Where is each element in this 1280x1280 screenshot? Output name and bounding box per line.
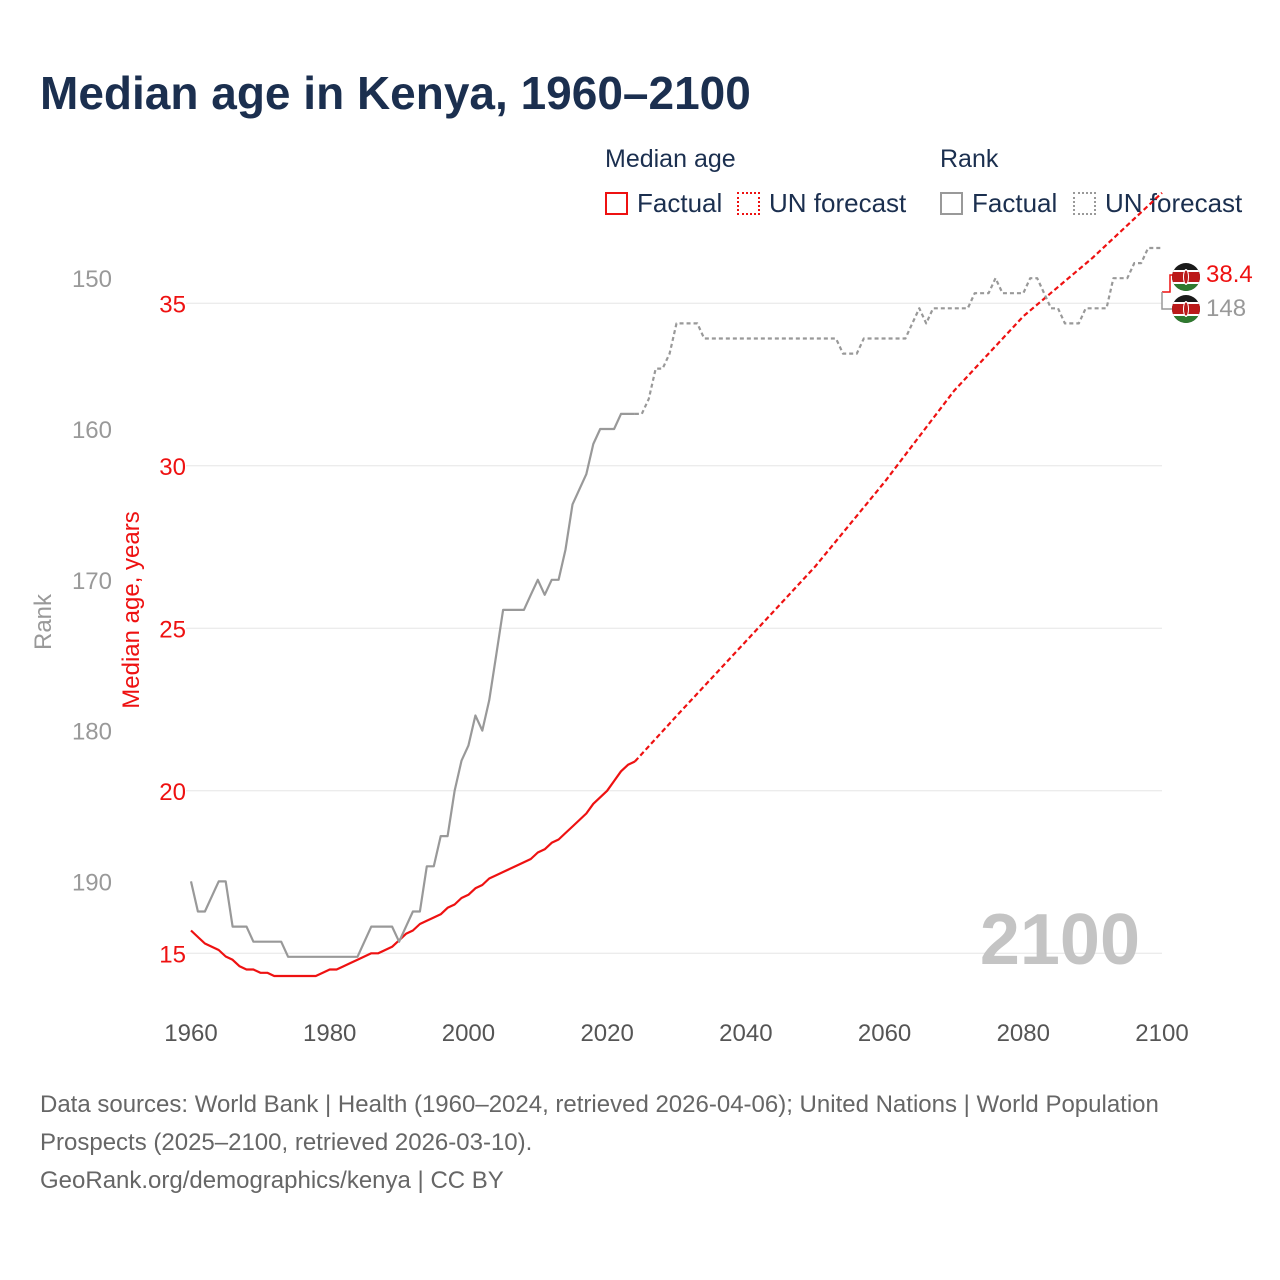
legend-swatch-median-forecast	[737, 192, 760, 215]
rank-end-label: 148	[1206, 295, 1246, 322]
legend-rank-factual-label: Factual	[972, 188, 1058, 218]
rank-tick-label: 160	[72, 417, 112, 444]
median-tick-label: 15	[159, 941, 186, 968]
legend-swatch-median-factual	[605, 192, 628, 215]
rank-forecast-line	[634, 246, 1162, 415]
legend-swatch-rank-factual	[940, 192, 963, 215]
kenya-flag-icon	[1172, 263, 1200, 291]
x-tick-label: 2100	[1135, 1020, 1188, 1047]
data-sources: Data sources: World Bank | Health (1960–…	[40, 1091, 1159, 1156]
credit-link[interactable]: GeoRank.org/demographics/kenya | CC BY	[40, 1167, 504, 1194]
rank-tick-label: 170	[72, 568, 112, 595]
rank-tick-label: 190	[72, 869, 112, 896]
rank-factual-line	[189, 412, 635, 958]
legend-median-factual-label: Factual	[637, 188, 723, 218]
kenya-flag-icon	[1172, 295, 1200, 323]
rank-tick-label: 150	[72, 266, 112, 293]
legend-rank-forecast[interactable]: UN forecast	[1073, 188, 1242, 219]
legend-rank-factual[interactable]: Factual	[940, 188, 1057, 219]
chart-title: Median age in Kenya, 1960–2100	[40, 67, 751, 119]
legend-median-header: Median age	[605, 145, 736, 173]
legend-median-factual[interactable]: Factual	[605, 188, 722, 219]
legend-swatch-rank-forecast	[1073, 192, 1096, 215]
x-tick-label: 2080	[997, 1020, 1050, 1047]
x-tick-label: 1960	[164, 1020, 217, 1047]
x-tick-label: 2020	[580, 1020, 633, 1047]
legend-median-forecast[interactable]: UN forecast	[737, 188, 906, 219]
year-watermark: 2100	[980, 900, 1140, 980]
median-tick-label: 25	[159, 616, 186, 643]
median-end-label: 38.4	[1206, 261, 1253, 288]
source-note: Data sources: World Bank | Health (1960–…	[40, 1086, 1220, 1200]
median-axis-title: Median age, years	[118, 511, 145, 708]
x-tick-label: 2040	[719, 1020, 772, 1047]
rank-tick-label: 180	[72, 719, 112, 746]
median-tick-label: 30	[159, 454, 186, 481]
median-tick-label: 20	[159, 779, 186, 806]
x-tick-label: 2000	[442, 1020, 495, 1047]
median-tick-label: 35	[159, 291, 186, 318]
x-tick-label: 1980	[303, 1020, 356, 1047]
legend-rank-forecast-label: UN forecast	[1105, 188, 1243, 218]
x-tick-label: 2060	[858, 1020, 911, 1047]
legend-median-forecast-label: UN forecast	[769, 188, 907, 218]
median-forecast-line	[634, 191, 1163, 763]
rank-axis-title: Rank	[30, 593, 57, 650]
median-factual-line	[190, 760, 636, 978]
legend-rank-header: Rank	[940, 145, 999, 173]
